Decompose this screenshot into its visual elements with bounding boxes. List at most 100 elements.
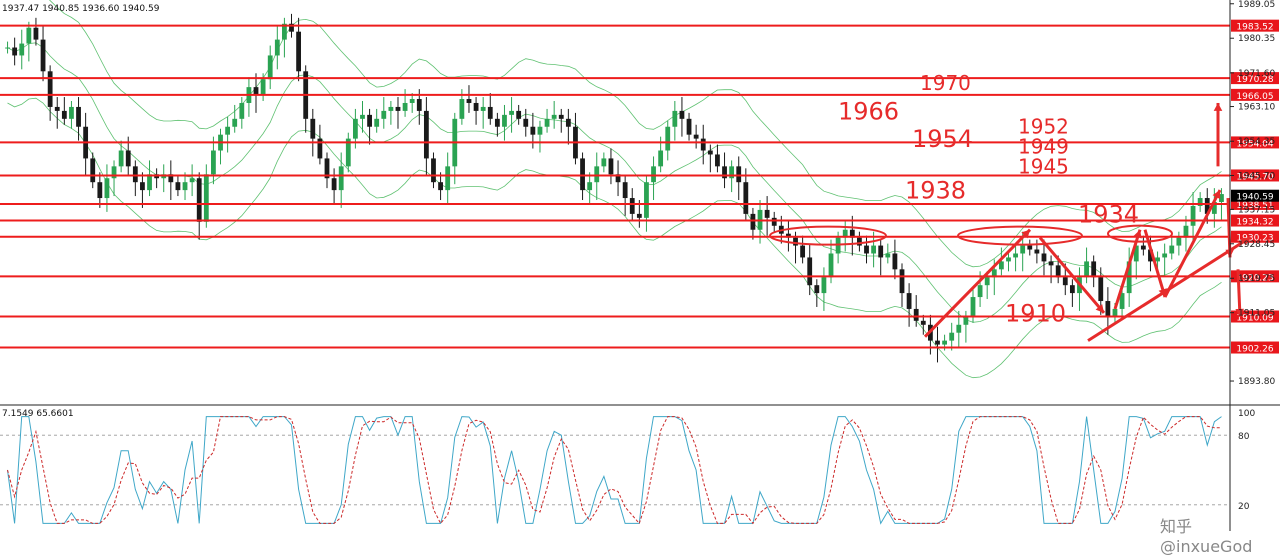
candle-body [1006, 257, 1011, 262]
arrow-head [1212, 190, 1221, 200]
price-tick-label: 1919.75 [1238, 274, 1275, 284]
price-tick-label: 1945.70 [1238, 171, 1275, 181]
candle-body [970, 297, 976, 317]
candle-body [991, 269, 997, 278]
candle-body [310, 118, 316, 139]
candle-body [1140, 245, 1146, 250]
annotation-1934: 1934 [1078, 200, 1139, 228]
annotation-1954: 1954 [912, 125, 973, 153]
candle-body [998, 261, 1004, 270]
annotation-1945: 1945 [1018, 154, 1069, 178]
candle-body [1069, 285, 1075, 294]
level-badge-1934.32 [1231, 214, 1279, 227]
candle-body [487, 106, 493, 119]
candle-body [54, 106, 60, 111]
price-tick-label: 1963.10 [1238, 103, 1275, 113]
candle-body [750, 213, 756, 230]
candle-body [523, 118, 529, 127]
candle-body [622, 182, 628, 199]
price-tick-label: 1928.45 [1238, 240, 1275, 250]
candle-body [828, 253, 834, 278]
arrow-head [1133, 229, 1142, 239]
candle-body [729, 166, 735, 179]
candle-body [984, 277, 990, 286]
candle-body [1020, 245, 1026, 254]
candle-body [260, 79, 266, 96]
stochastic-readout: 7.1549 65.6601 [2, 409, 74, 419]
candle-body [771, 217, 777, 226]
candle-body [835, 237, 841, 254]
candle-body [317, 138, 323, 159]
price-tick-label: 1980.35 [1238, 34, 1275, 44]
candle-body [402, 102, 408, 111]
candle-body [438, 182, 443, 191]
level-label-1954.04: 1954.04 [1236, 139, 1273, 149]
candle-body [743, 182, 749, 214]
candle-body [594, 166, 600, 183]
candle-body [118, 150, 124, 167]
candle-body [1133, 245, 1139, 262]
candle-body [615, 174, 621, 183]
highlight-ellipse [957, 225, 1083, 246]
candle-body [1169, 245, 1175, 254]
level-label-1920.23: 1920.23 [1236, 273, 1273, 283]
candle-body [935, 340, 940, 345]
candle-body [636, 213, 642, 218]
level-badge-1970.28 [1231, 72, 1279, 85]
candle-body [672, 110, 678, 127]
candle-body [324, 158, 330, 179]
candle-body [232, 118, 238, 127]
trend-arrow [1087, 236, 1251, 342]
candle-body [786, 233, 791, 238]
candle-body [842, 229, 848, 238]
arrow-head [1241, 237, 1250, 246]
candle-body [1034, 249, 1040, 254]
level-badge-1902.26 [1231, 341, 1279, 354]
candle-body [416, 99, 422, 111]
candle-body [913, 308, 919, 321]
candle-body [445, 166, 451, 191]
candle-body [147, 174, 152, 191]
candle-body [686, 118, 692, 135]
watermark: 知乎 @inxueGod [1160, 517, 1253, 556]
candle-body [551, 114, 557, 119]
band-lower [7, 97, 1222, 379]
candle-body [459, 99, 465, 119]
candle-body [1148, 249, 1153, 262]
annotation-1952: 1952 [1018, 115, 1069, 139]
stoch-tick-80: 80 [1238, 432, 1250, 442]
candle-body [537, 126, 543, 135]
price-tick-label: 1937.15 [1238, 205, 1275, 215]
arrow-head [1235, 308, 1244, 317]
level-badge-1920.23 [1231, 270, 1279, 283]
candle-body [558, 114, 564, 119]
candle-body [360, 114, 365, 119]
candle-body [480, 106, 486, 111]
candle-body [530, 126, 536, 135]
candle-body [644, 182, 649, 218]
level-label-1970.28: 1970.28 [1236, 75, 1273, 85]
level-label-1902.26: 1902.26 [1236, 345, 1273, 355]
candle-body [665, 126, 671, 151]
stoch-tick-100: 100 [1238, 409, 1255, 419]
candle-body [1027, 245, 1033, 250]
candle-body [509, 110, 514, 115]
candle-body [1183, 225, 1189, 238]
candle-body [963, 316, 969, 325]
candle-body [1211, 202, 1217, 214]
candle-body [203, 174, 209, 222]
candle-body [338, 166, 344, 191]
candle-body [175, 182, 181, 191]
trend-arrow [1143, 229, 1167, 298]
level-badge-1983.52 [1231, 19, 1279, 32]
price-tick-label: 1954.35 [1238, 137, 1275, 147]
candle-body [267, 55, 273, 80]
candle-body [587, 182, 593, 191]
candle-body [1197, 198, 1203, 206]
stoch-tick-20: 20 [1238, 502, 1250, 512]
highlight-ellipse [1107, 224, 1173, 243]
level-label-1945.70: 1945.70 [1236, 172, 1273, 182]
trend-arrow [1236, 269, 1242, 317]
trend-arrow [1038, 236, 1106, 314]
candle-body [651, 166, 656, 183]
